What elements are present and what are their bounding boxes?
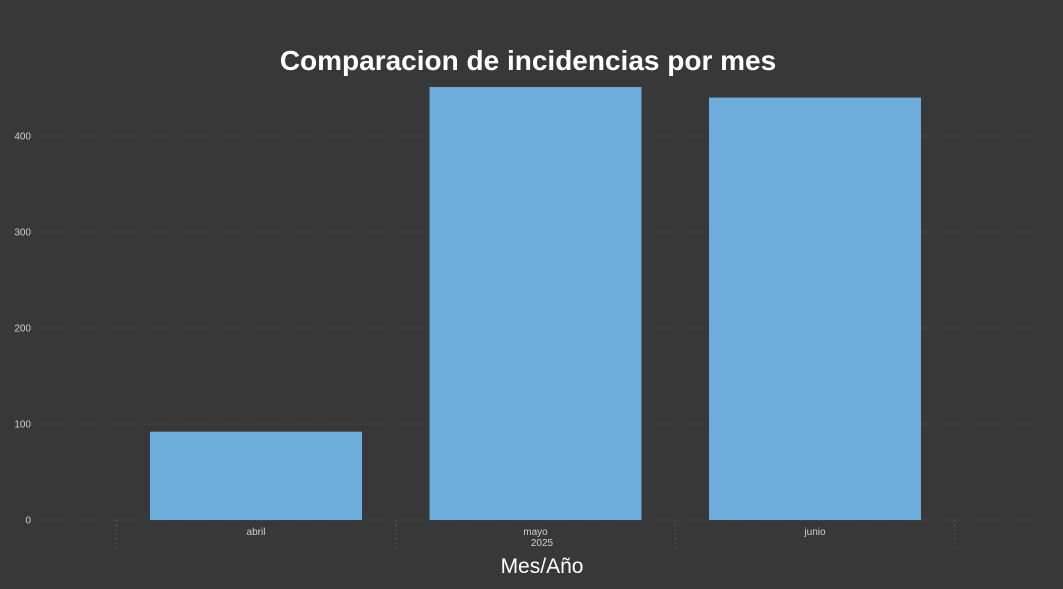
x-year-label: 2025 <box>531 538 554 549</box>
bar-mayo <box>429 87 642 520</box>
x-tick-label: junio <box>803 527 826 538</box>
y-tick-label: 300 <box>14 227 31 238</box>
chart-title: Comparacion de incidencias por mes <box>280 45 776 76</box>
y-tick-label: 200 <box>14 323 31 334</box>
x-axis-ticks: abril mayo junio <box>247 527 826 538</box>
y-tick-label: 400 <box>14 131 31 142</box>
x-axis-label: Mes/Año <box>501 555 584 578</box>
y-axis-ticks: 0 100 200 300 400 <box>14 131 31 526</box>
y-tick-label: 100 <box>14 419 31 430</box>
bar-junio <box>709 97 921 520</box>
bars <box>150 87 921 520</box>
bar-abril <box>150 431 362 520</box>
x-tick-label: mayo <box>523 527 548 538</box>
x-tick-label: abril <box>247 527 266 538</box>
y-tick-label: 0 <box>25 516 31 527</box>
